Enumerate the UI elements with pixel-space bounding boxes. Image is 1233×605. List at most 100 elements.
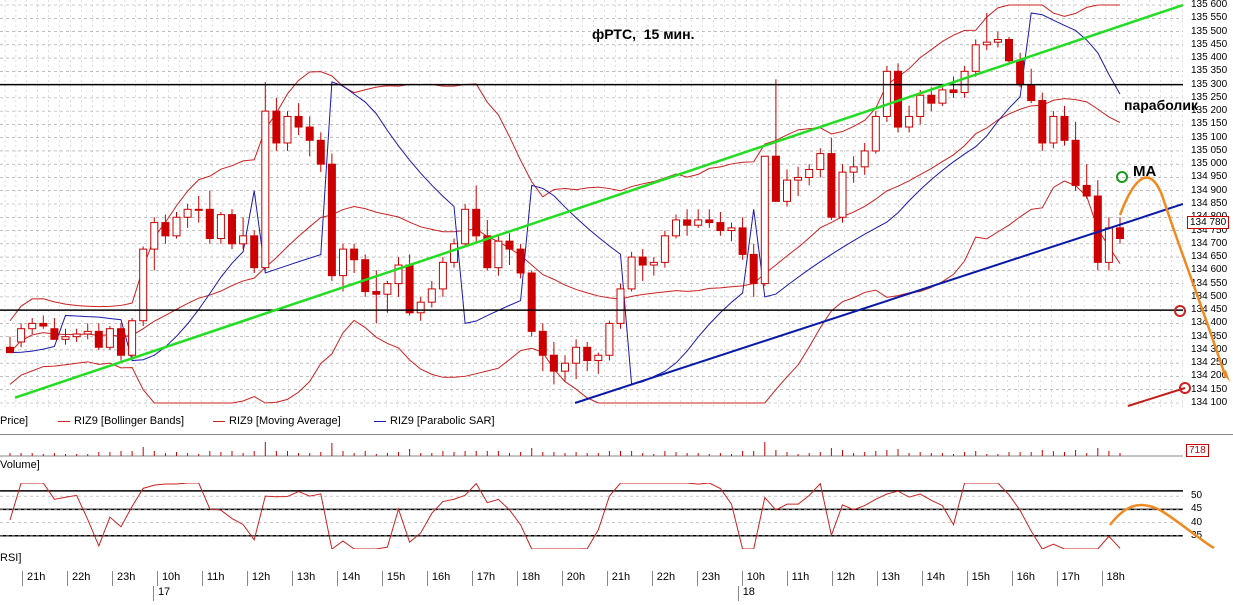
- rsi-panel[interactable]: [0, 483, 1183, 549]
- price-tick-label: 134 400: [1191, 317, 1228, 329]
- price-tick-label: 134 150: [1191, 383, 1228, 395]
- candle: [350, 243, 359, 273]
- candle: [916, 89, 925, 125]
- candle: [472, 185, 481, 244]
- volume-panel[interactable]: [0, 435, 1183, 457]
- price-tick-label: 135 100: [1191, 131, 1228, 143]
- candle-body: [594, 354, 603, 362]
- candle-body: [638, 256, 647, 266]
- candle: [1116, 217, 1124, 244]
- price-tick-label: 134 350: [1191, 330, 1228, 342]
- candle-body: [927, 94, 936, 104]
- candle-body: [61, 336, 70, 340]
- candle: [39, 315, 48, 329]
- candle-body: [905, 115, 914, 128]
- candle: [228, 209, 236, 250]
- candlestick-chart[interactable]: [0, 0, 1183, 410]
- time-tick-label: 11h: [201, 571, 247, 586]
- legend-sar: RIZ9 [Parabolic SAR]: [374, 415, 495, 427]
- candle: [871, 111, 880, 154]
- candle: [283, 111, 292, 151]
- candle-body: [783, 179, 791, 202]
- time-tick-label: 16h: [1011, 571, 1057, 586]
- candle-body: [882, 70, 891, 117]
- candle-body: [183, 208, 192, 218]
- candle-body: [738, 227, 747, 255]
- price-tick-label: 135 350: [1191, 65, 1228, 77]
- candle: [183, 204, 192, 228]
- candle-body: [316, 139, 325, 165]
- time-tick-label: 14h: [336, 571, 382, 586]
- price-legend: Price] RIZ9 [Bollinger Bands] RIZ9 [Movi…: [0, 410, 1233, 435]
- candle: [638, 249, 647, 281]
- candle-body: [1027, 84, 1036, 102]
- current-price-badge: 134 780: [1187, 216, 1230, 229]
- price-tick-label: 134 850: [1191, 198, 1228, 209]
- candle-body: [860, 150, 869, 168]
- candle: [838, 164, 847, 223]
- candle-body: [794, 176, 803, 181]
- candle: [461, 204, 470, 247]
- candle: [250, 230, 259, 273]
- chart-title: фРТС, 15 мин.: [592, 26, 695, 42]
- time-tick-label: 22h: [651, 571, 697, 586]
- candle-body: [1116, 227, 1124, 239]
- price-tick-label: 134 300: [1191, 343, 1228, 355]
- candle: [172, 211, 181, 239]
- candle: [339, 243, 347, 292]
- price-tick-label: 135 500: [1191, 25, 1228, 37]
- date-tick-label: 17: [152, 586, 170, 601]
- candle-body: [305, 126, 314, 141]
- candle: [427, 280, 436, 308]
- price-tick-label: 135 300: [1191, 78, 1228, 90]
- candle-body: [805, 169, 814, 178]
- candle-body: [450, 243, 458, 263]
- price-tick-label: 134 550: [1191, 277, 1228, 289]
- candle-body: [228, 214, 236, 245]
- candle: [494, 235, 503, 276]
- candle: [150, 217, 159, 271]
- time-tick-label: 21h: [22, 571, 67, 586]
- candle: [993, 31, 1002, 48]
- legend-bollinger: RIZ9 [Bollinger Bands]: [58, 415, 184, 427]
- candle: [627, 251, 636, 292]
- candle: [105, 326, 114, 350]
- date-tick-label: 18: [737, 586, 755, 601]
- legend-sar-label: RIZ9 [Parabolic SAR]: [390, 415, 495, 427]
- price-tick-label: 134 100: [1191, 397, 1228, 408]
- price-panel[interactable]: [0, 0, 1183, 411]
- parabolic-annotation: параболик: [1124, 97, 1198, 113]
- candle: [216, 211, 225, 244]
- candle: [716, 211, 725, 236]
- time-tick-label: 10h: [741, 571, 787, 586]
- candle: [117, 323, 125, 361]
- legend-ma: RIZ9 [Moving Average]: [213, 415, 341, 427]
- candle: [305, 116, 314, 157]
- candle: [849, 156, 858, 183]
- candle-body: [1104, 227, 1113, 263]
- candle-body: [616, 288, 625, 324]
- candle: [1027, 68, 1036, 104]
- candle: [1049, 111, 1058, 149]
- candle: [1005, 36, 1013, 64]
- price-tick-label: 134 900: [1191, 184, 1228, 196]
- candle-body: [916, 94, 925, 117]
- candle-body: [383, 283, 392, 295]
- rsi-tick-label: 35: [1191, 529, 1203, 541]
- candle-body: [938, 89, 947, 104]
- candle: [727, 222, 736, 242]
- candle: [1104, 217, 1113, 271]
- time-tick-label: 17h: [1056, 571, 1102, 586]
- candle: [949, 76, 958, 98]
- candle: [894, 63, 902, 133]
- candle-body: [1093, 195, 1102, 263]
- candle: [572, 339, 581, 380]
- candle: [28, 318, 37, 335]
- candle: [982, 12, 991, 51]
- candle: [794, 166, 803, 197]
- candle-body: [261, 110, 270, 269]
- candle-body: [17, 328, 26, 343]
- ma-swatch-icon: [213, 420, 225, 422]
- candle-body: [672, 219, 680, 237]
- candle: [882, 66, 891, 122]
